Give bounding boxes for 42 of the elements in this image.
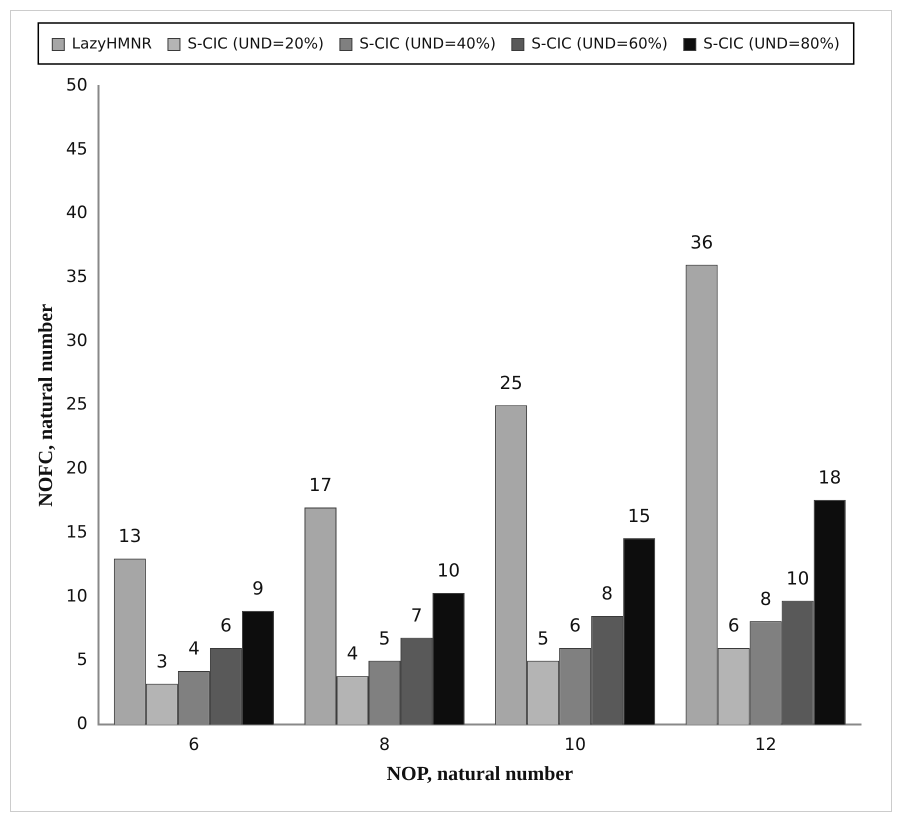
legend-label: LazyHMNR xyxy=(72,34,152,52)
y-tick-label: 20 xyxy=(66,458,88,479)
data-label: 25 xyxy=(500,372,523,394)
data-label: 17 xyxy=(309,475,332,496)
x-tick-label: 12 xyxy=(754,735,777,756)
data-label: 4 xyxy=(188,638,200,660)
data-label: 10 xyxy=(437,560,460,582)
data-label: 36 xyxy=(690,232,714,254)
data-label: 5 xyxy=(378,628,390,650)
x-tick-label: 6 xyxy=(188,735,200,756)
y-tick-label: 10 xyxy=(66,586,88,606)
y-axis-title: NOFC, natural number xyxy=(35,304,58,507)
y-tick-label: 25 xyxy=(66,394,88,415)
legend-label: S-CIC (UND=20%) xyxy=(187,34,324,52)
y-tick-label: 50 xyxy=(66,75,88,96)
data-label: 4 xyxy=(346,644,358,665)
x-axis-title: NOP, natural number xyxy=(386,763,574,786)
y-tick-label: 30 xyxy=(66,330,88,351)
data-label: 9 xyxy=(252,578,264,600)
x-tick-label: 8 xyxy=(379,735,390,756)
data-label: 3 xyxy=(156,651,168,672)
data-label: 6 xyxy=(220,616,232,637)
y-tick-label: 45 xyxy=(66,139,88,160)
data-label: 13 xyxy=(118,526,142,548)
data-label: 6 xyxy=(728,616,740,637)
x-tick-label: 10 xyxy=(564,735,586,756)
data-label: 15 xyxy=(628,506,651,527)
data-label: 8 xyxy=(601,584,613,605)
data-label: 10 xyxy=(786,568,810,590)
legend-label: S-CIC (UND=40%) xyxy=(359,34,496,52)
legend-label: S-CIC (UND=60%) xyxy=(531,34,668,52)
y-tick-label: 40 xyxy=(66,203,88,224)
data-label: 6 xyxy=(569,616,581,637)
y-tick-label: 5 xyxy=(76,650,88,670)
data-label: 8 xyxy=(760,588,772,610)
data-label: 18 xyxy=(818,467,842,488)
data-label: 5 xyxy=(537,628,549,650)
y-tick-label: 15 xyxy=(66,522,88,542)
legend-label: S-CIC (UND=80%) xyxy=(703,34,840,52)
y-tick-label: 35 xyxy=(66,267,88,287)
data-label: 7 xyxy=(410,605,422,626)
y-tick-label: 0 xyxy=(76,714,88,734)
